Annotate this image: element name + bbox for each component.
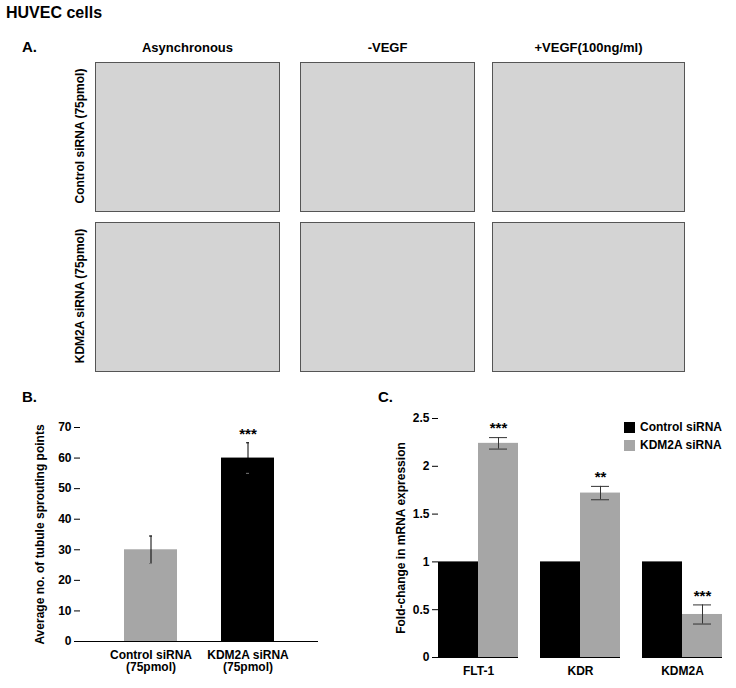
svg-text:1: 1 xyxy=(423,555,430,569)
svg-text:30: 30 xyxy=(58,543,72,557)
svg-text:1.5: 1.5 xyxy=(413,507,430,521)
html-text:C.: C. xyxy=(378,388,393,405)
svg-text:***: *** xyxy=(490,419,508,436)
svg-text:***: *** xyxy=(694,587,712,604)
html-text:Control siRNA: Control siRNA xyxy=(640,420,722,434)
html-text:KDM2A siRNA (75pmol): KDM2A siRNA (75pmol) xyxy=(73,228,87,364)
svg-text:2.5: 2.5 xyxy=(413,411,430,425)
html-text:-VEGF: -VEGF xyxy=(367,40,408,55)
svg-text:60: 60 xyxy=(58,451,72,465)
svg-text:70: 70 xyxy=(58,420,72,434)
svg-text:KDM2A: KDM2A xyxy=(661,664,704,678)
svg-text:Fold-change in mRNA expression: Fold-change in mRNA expression xyxy=(394,442,408,634)
svg-text:KDM2A siRNA(75pmol): KDM2A siRNA(75pmol) xyxy=(207,648,289,674)
svg-text:***: *** xyxy=(239,425,257,442)
html-text:B.: B. xyxy=(22,388,37,405)
svg-text:10: 10 xyxy=(58,604,72,618)
svg-text:0.5: 0.5 xyxy=(413,603,430,617)
html-text:KDM2A siRNA: KDM2A siRNA xyxy=(640,438,722,452)
svg-text:2: 2 xyxy=(423,459,430,473)
svg-text:40: 40 xyxy=(58,512,72,526)
svg-text:50: 50 xyxy=(58,481,72,495)
svg-text:0: 0 xyxy=(423,650,430,664)
html-text:Asynchronous: Asynchronous xyxy=(142,40,233,55)
svg-text:20: 20 xyxy=(58,573,72,587)
svg-text:Average no. of tubule sproutin: Average no. of tubule sprouting points xyxy=(33,424,47,645)
html-text:HUVEC cells: HUVEC cells xyxy=(6,4,102,21)
svg-text:KDR: KDR xyxy=(568,664,594,678)
svg-text:**: ** xyxy=(595,468,607,485)
html-text:+VEGF(100ng/ml): +VEGF(100ng/ml) xyxy=(534,40,643,55)
html-text:A.: A. xyxy=(22,38,37,55)
svg-text:FLT-1: FLT-1 xyxy=(463,664,494,678)
svg-text:0: 0 xyxy=(65,634,72,648)
html-text:Control siRNA (75pmol): Control siRNA (75pmol) xyxy=(73,68,87,204)
svg-text:Control siRNA(75pmol): Control siRNA(75pmol) xyxy=(110,648,192,674)
